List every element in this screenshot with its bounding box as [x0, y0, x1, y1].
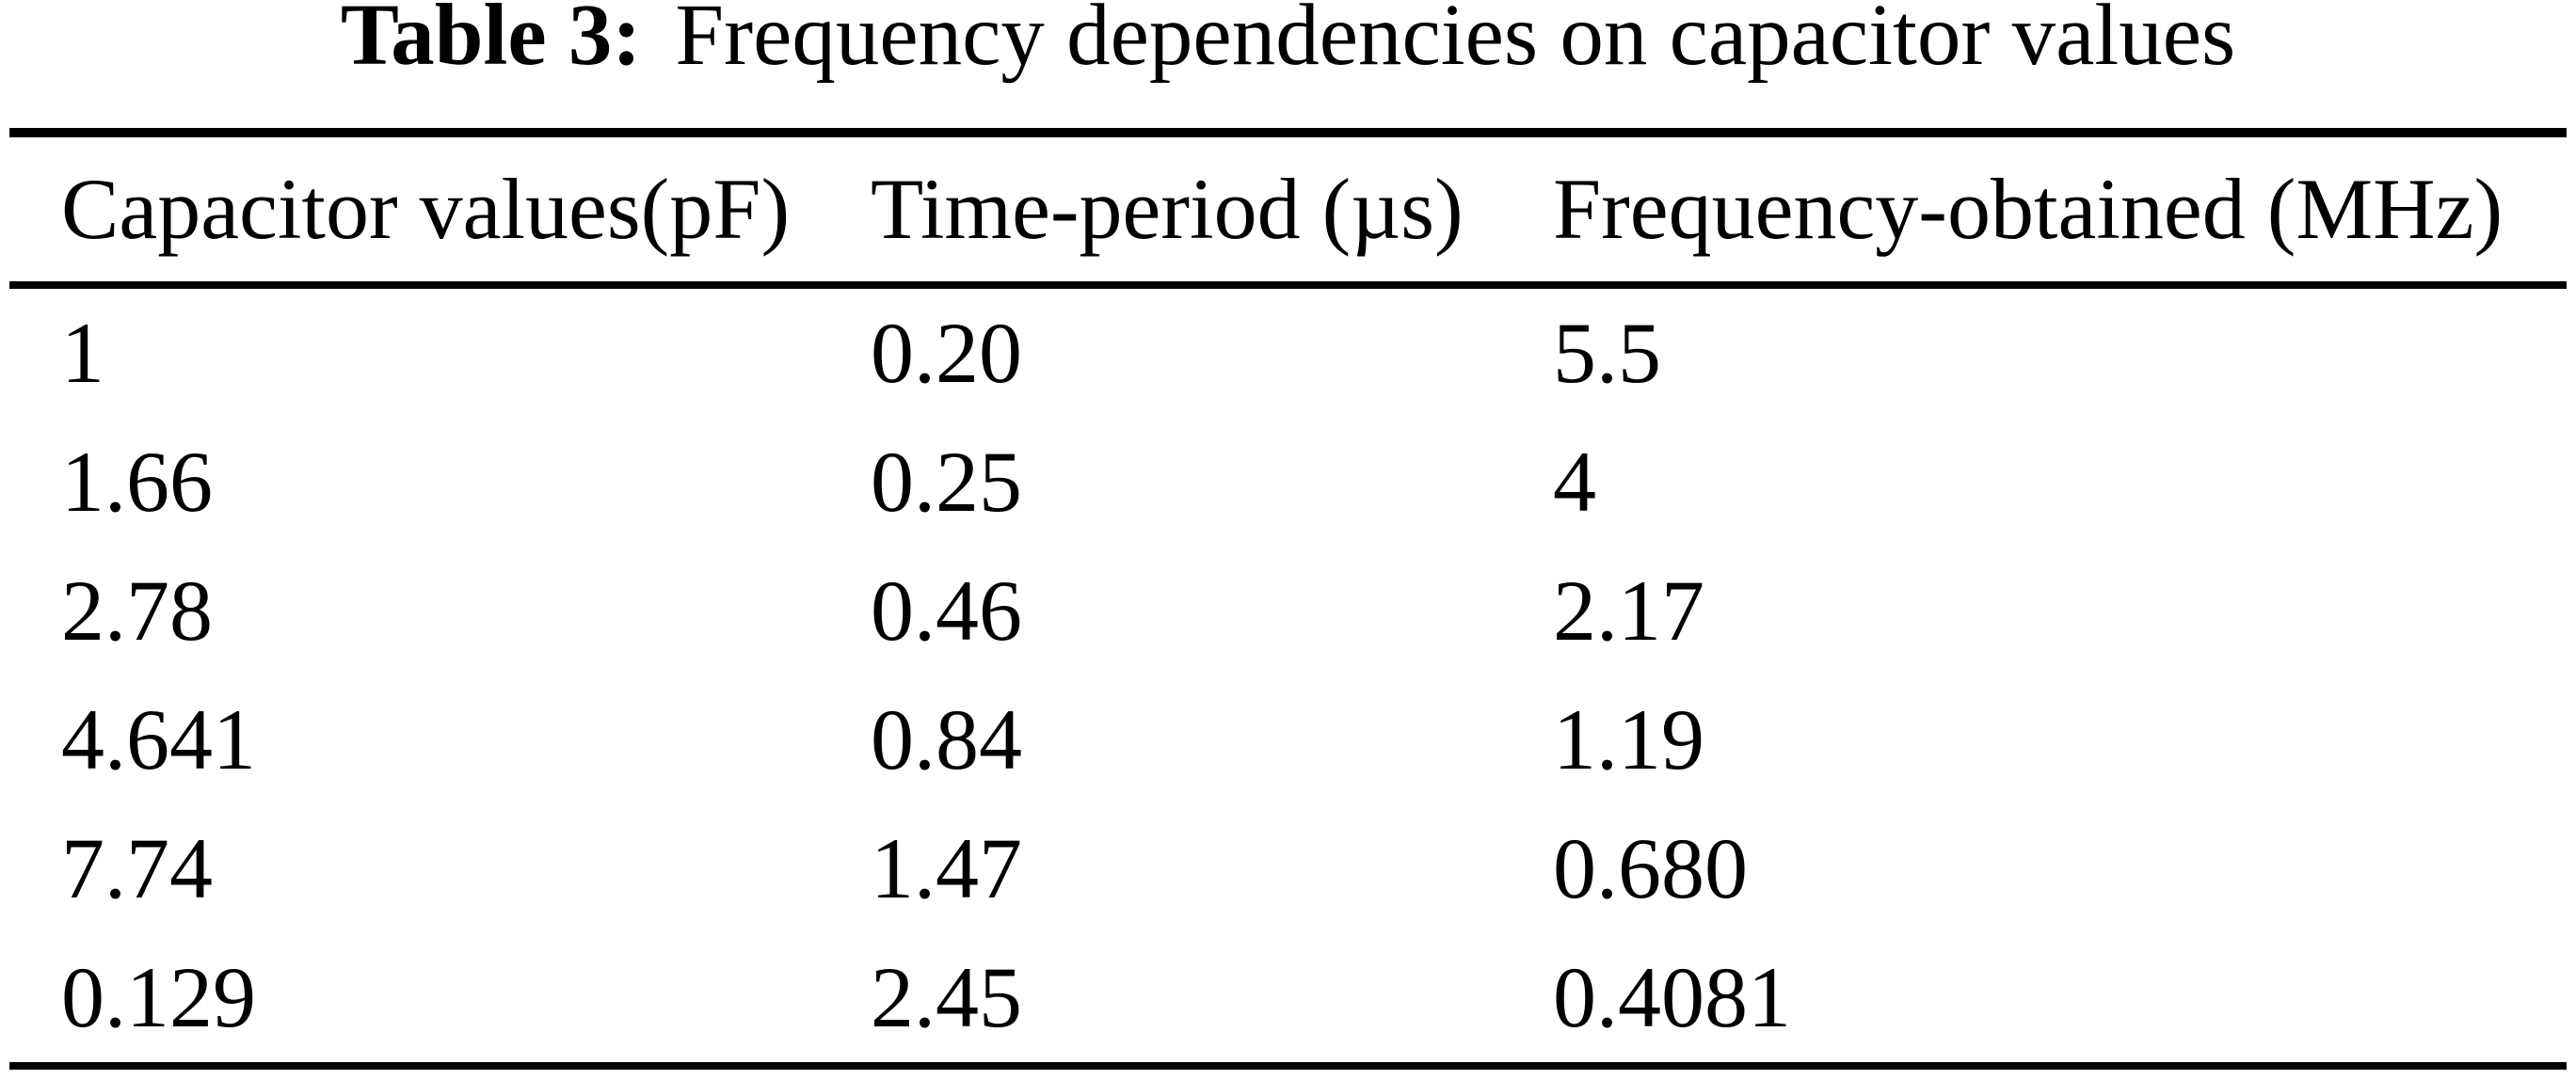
table-row: 0.129 2.45 0.4081 — [9, 933, 2567, 1066]
table-caption: Table 3: Frequency dependencies on capaci… — [0, 0, 2576, 79]
table-row: 2.78 0.46 2.17 — [9, 547, 2567, 675]
table-cell: 0.25 — [871, 434, 1022, 530]
table-header-row: Capacitor values(pF) Time-period (µs) Fr… — [9, 133, 2567, 289]
table-cell: 7.74 — [61, 820, 213, 916]
table-cell: 0.4081 — [1553, 949, 1791, 1045]
table-row: 4.641 0.84 1.19 — [9, 675, 2567, 804]
table-cell: 0.20 — [871, 305, 1022, 401]
table-body: 1 0.20 5.5 1.66 0.25 4 2.78 0.46 2.17 4.641 0.84 1.… — [9, 285, 2567, 1066]
table-cell: 2.45 — [871, 949, 1022, 1045]
table-row: 1 0.20 5.5 — [9, 285, 2567, 418]
table-cell: 1 — [61, 305, 104, 401]
table-cell: 0.46 — [871, 563, 1022, 659]
table-row: 1.66 0.25 4 — [9, 418, 2567, 547]
column-header-capacitor-values: Capacitor values(pF) — [9, 133, 819, 289]
table-cell: 1.47 — [871, 820, 1022, 916]
table-cell: 0.680 — [1553, 820, 1748, 916]
table-caption-text: Frequency dependencies on capacitor valu… — [675, 0, 2236, 84]
table-cell: 4.641 — [61, 691, 256, 787]
column-header-time-period: Time-period (µs) — [819, 133, 1501, 289]
table-cell: 2.78 — [61, 563, 213, 659]
table-cell: 1.19 — [1553, 691, 1704, 787]
table-cell: 2.17 — [1553, 563, 1704, 659]
frequency-table: Capacitor values(pF) Time-period (µs) Fr… — [9, 128, 2567, 1070]
table-cell: 4 — [1553, 434, 1596, 530]
table-row: 7.74 1.47 0.680 — [9, 804, 2567, 933]
table-cell: 1.66 — [61, 434, 213, 530]
column-header-frequency-obtained: Frequency-obtained (MHz) — [1501, 133, 2567, 289]
table-cell: 0.84 — [871, 691, 1022, 787]
table-caption-label: Table 3: — [340, 0, 642, 84]
table-cell: 5.5 — [1553, 305, 1661, 401]
table-header: Capacitor values(pF) Time-period (µs) Fr… — [9, 133, 2567, 289]
table-cell: 0.129 — [61, 949, 256, 1045]
